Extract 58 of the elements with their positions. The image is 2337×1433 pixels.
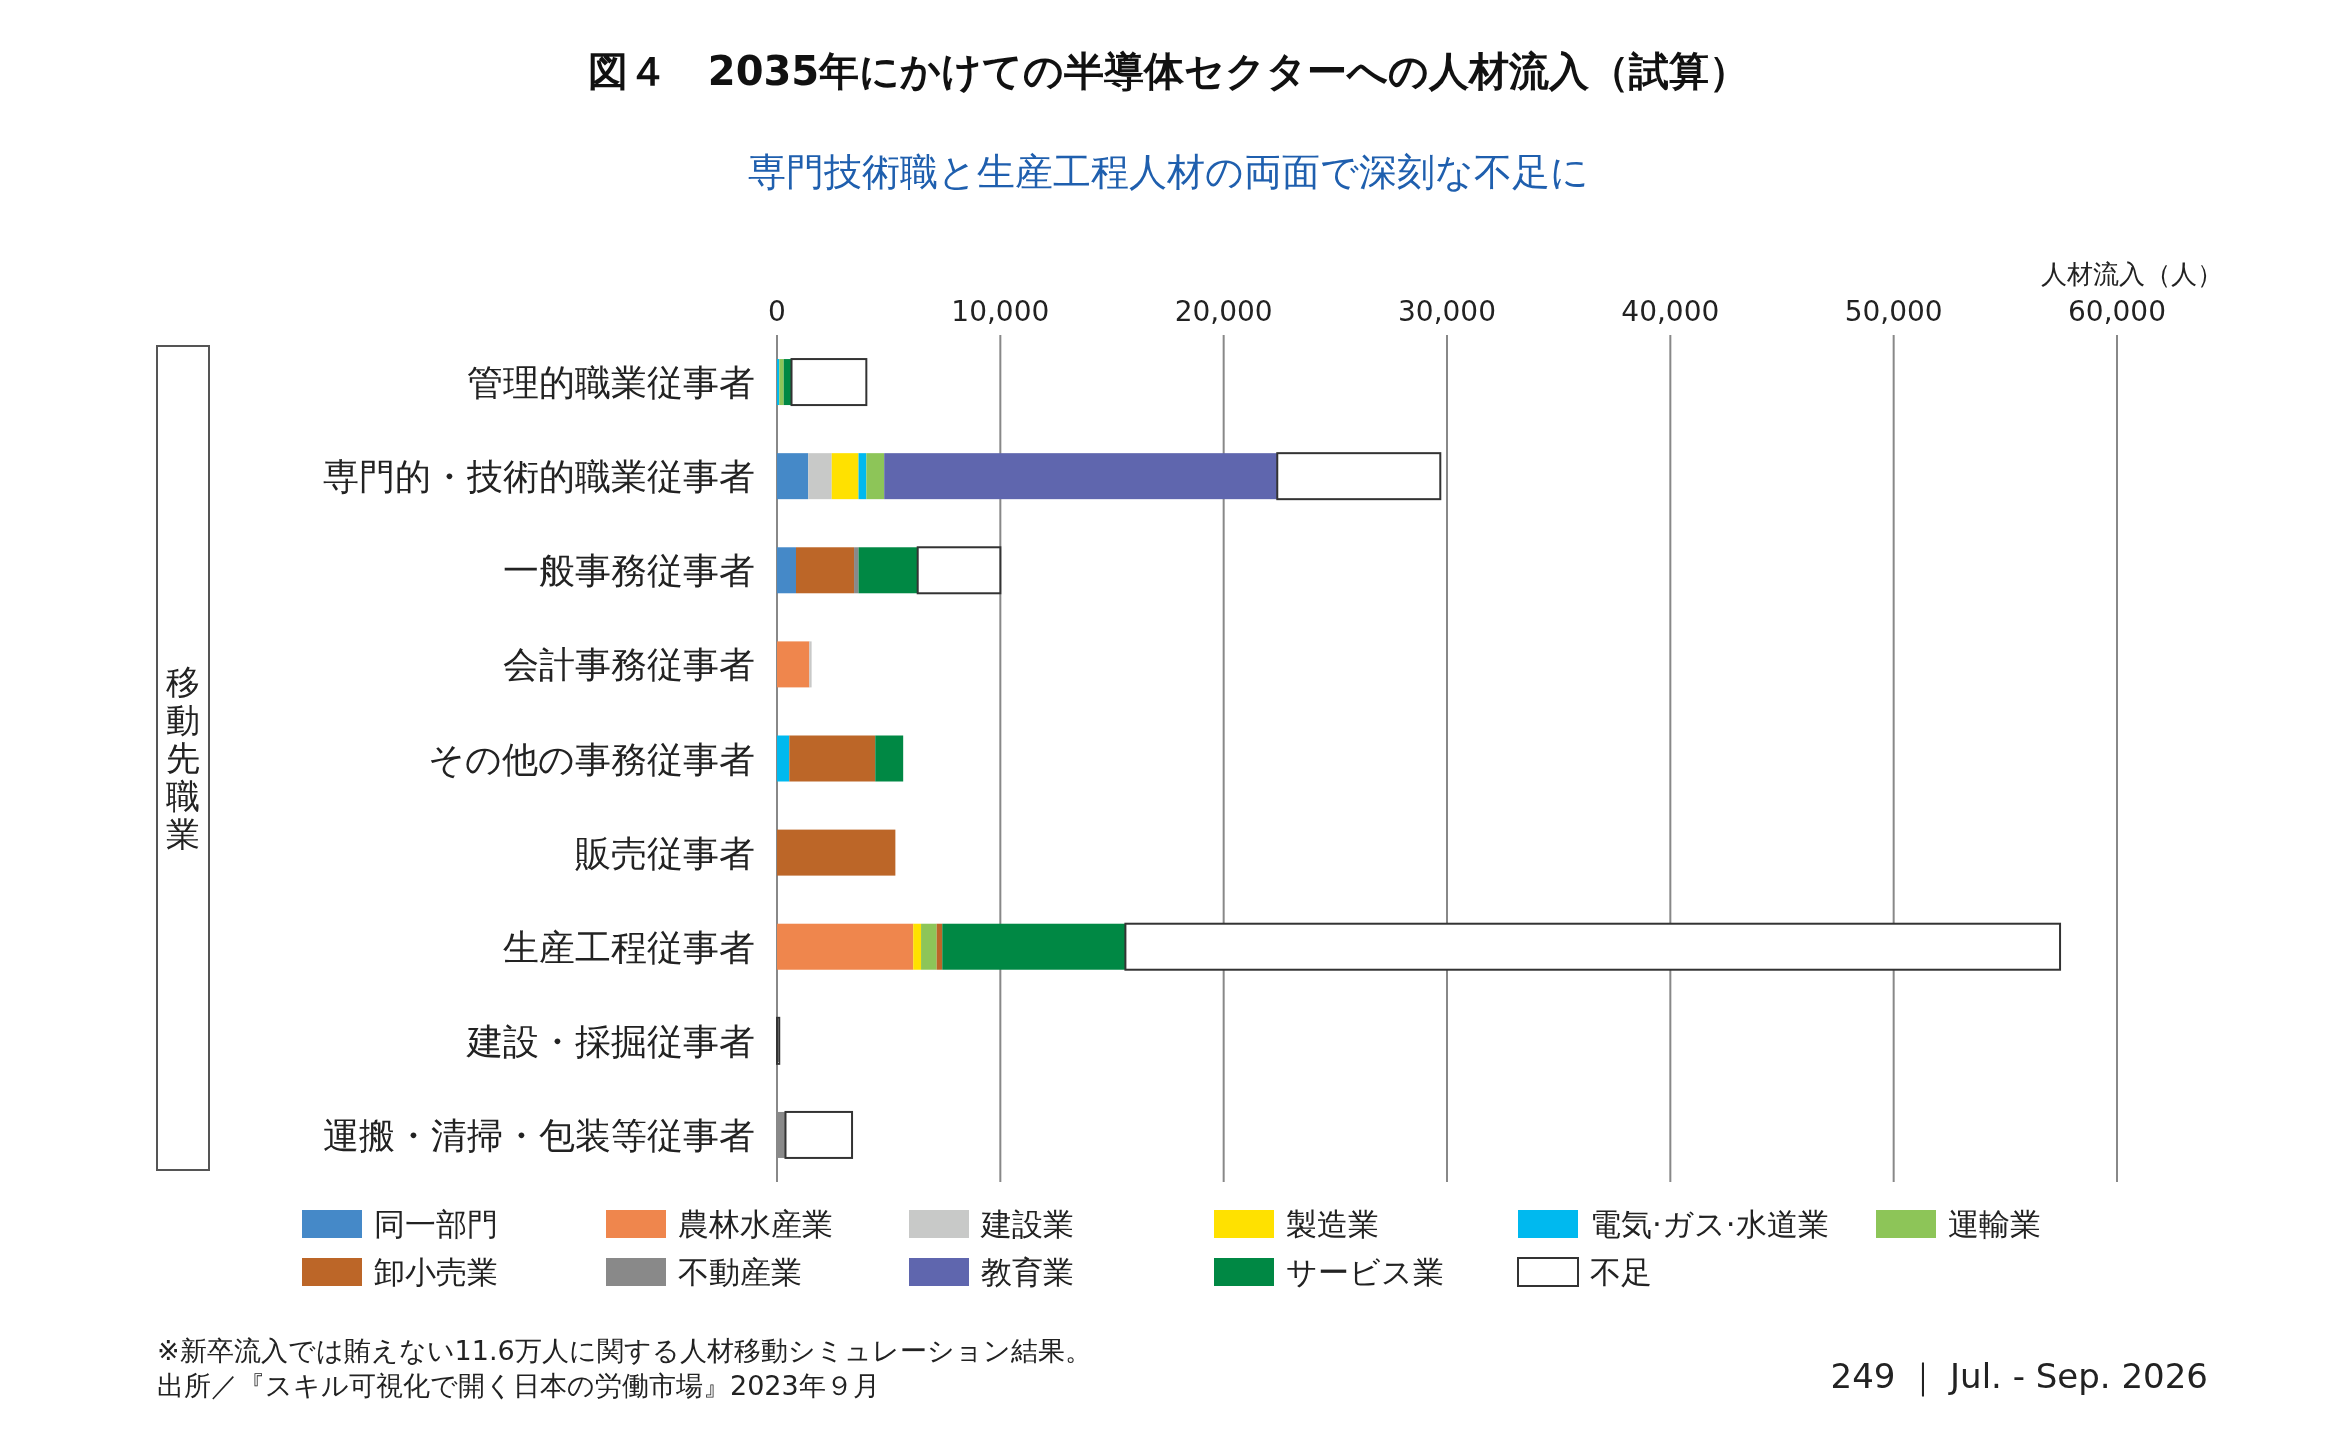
bar [808, 453, 832, 500]
bar [854, 547, 859, 594]
y-tick-label: 会計事務従事者 [503, 644, 755, 686]
y-tick-label: 管理的職業従事者 [467, 362, 755, 404]
bar [916, 546, 1002, 595]
bar [777, 829, 896, 876]
x-tick-label: 0 [768, 295, 786, 328]
bar [784, 1110, 854, 1159]
x-tick-label: 60,000 [2068, 295, 2166, 328]
x-tick-label: 50,000 [1844, 295, 1943, 328]
legend-label: 不足 [1590, 1254, 1652, 1290]
text: ※新卒流入では賄えない11.6万人に関する人材移動シミュレーション結果。 [157, 1335, 1092, 1366]
y-axis-title: 移動先職業 [166, 662, 200, 854]
bar [776, 1016, 781, 1065]
bar [921, 923, 937, 970]
x-tick-label: 10,000 [951, 295, 1050, 328]
bar [777, 547, 796, 594]
bar [790, 358, 868, 407]
bar [831, 453, 859, 500]
legend-label: 製造業 [1286, 1206, 1379, 1242]
bar [777, 641, 810, 688]
bar [858, 547, 918, 594]
legend-label: サービス業 [1286, 1254, 1444, 1290]
bar [913, 923, 922, 970]
y-tick-label: 販売従事者 [575, 832, 755, 874]
legend-label: 教育業 [981, 1254, 1074, 1290]
bar [942, 923, 1126, 970]
legend-label: 電気·ガス·水道業 [1590, 1206, 1829, 1242]
y-tick-label: 運搬・清掃・包装等従事者 [323, 1114, 755, 1156]
x-tick-label: 40,000 [1621, 295, 1720, 328]
bar [866, 453, 885, 500]
legend-label: 建設業 [980, 1206, 1074, 1242]
bar [1124, 922, 2062, 971]
x-axis-title: 人材流入（人） [2041, 259, 2223, 289]
y-tick-label: 生産工程従事者 [503, 926, 755, 968]
legend-label: 運輸業 [1948, 1206, 2041, 1242]
x-tick-label: 20,000 [1174, 295, 1273, 328]
text: 出所／『スキル可視化で開く日本の労働市場』2023年９月 [157, 1370, 880, 1401]
x-tick-label: 30,000 [1398, 295, 1496, 328]
bar [777, 923, 914, 970]
y-tick-label: 一般事務従事者 [503, 550, 755, 592]
text: 249 ｜ Jul. - Sep. 2026 [1830, 1356, 2208, 1397]
legend-label: 不動産業 [678, 1254, 802, 1290]
y-tick-label: その他の事務従事者 [428, 738, 755, 780]
y-tick-label: 建設・採掘従事者 [466, 1020, 755, 1062]
legend-label: 同一部門 [374, 1206, 498, 1242]
legend-label: 卸小売業 [374, 1254, 498, 1290]
bar [779, 359, 784, 406]
chart-title: 図４ 2035年にかけての半導体セクターへの人材流入（試算） [587, 48, 1750, 94]
bar [789, 735, 876, 782]
bar [809, 641, 812, 688]
bar [795, 547, 855, 594]
chart-subtitle: 専門技術職と生産工程人材の両面で深刻な不足に [748, 150, 1589, 194]
legend-label: 農林水産業 [678, 1206, 833, 1242]
bar [875, 735, 904, 782]
bar [777, 735, 790, 782]
y-tick-label: 専門的・技術的職業従事者 [323, 456, 755, 498]
bar [777, 453, 809, 500]
